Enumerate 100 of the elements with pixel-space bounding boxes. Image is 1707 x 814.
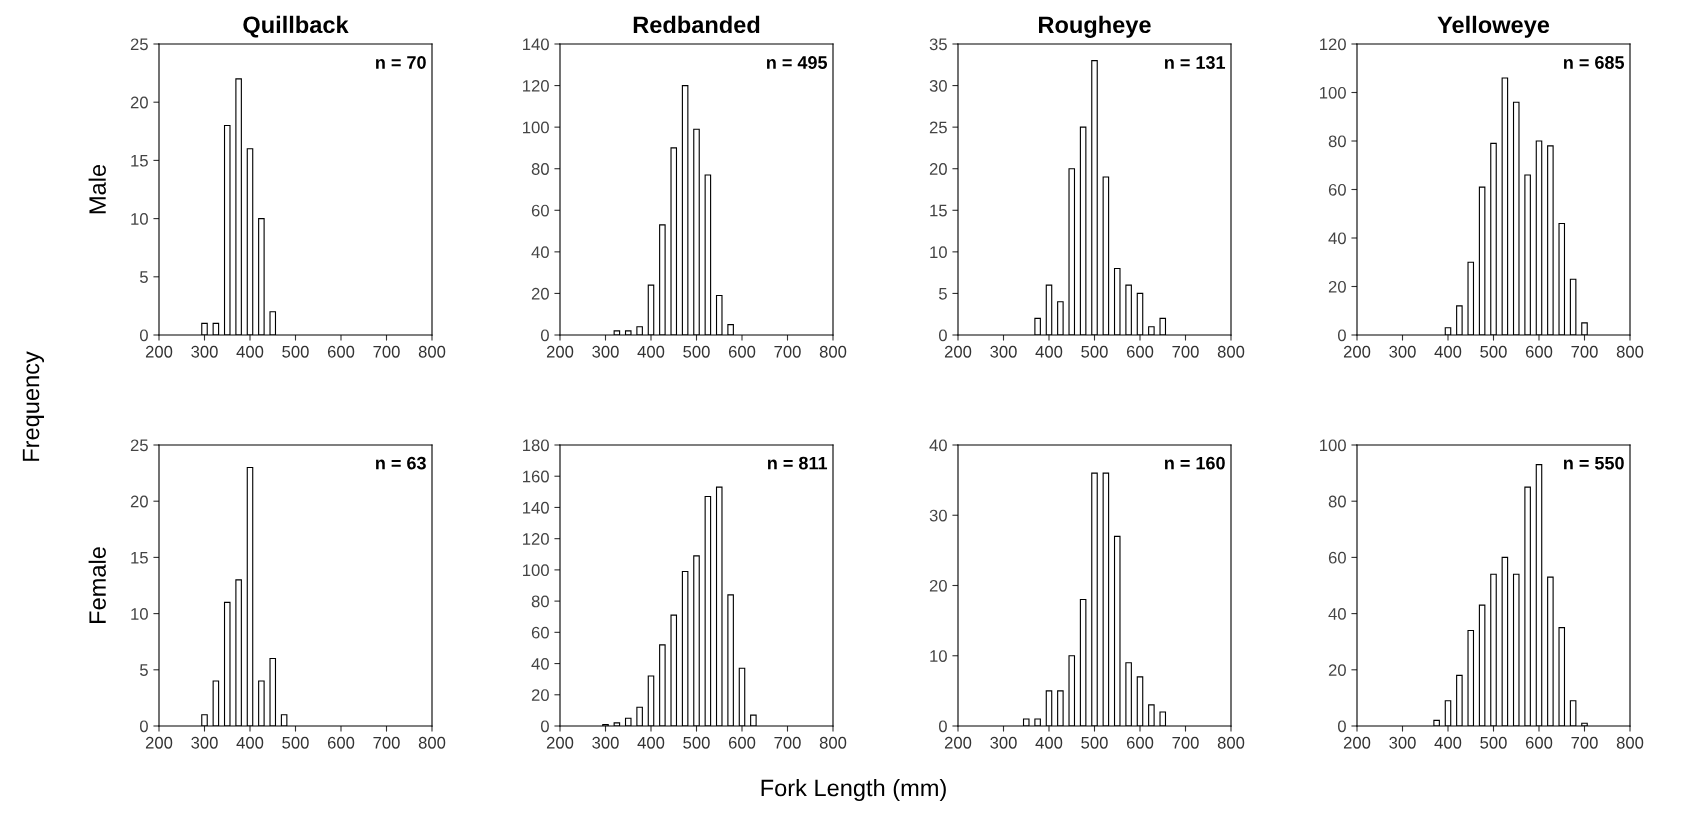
y-tick-label: 100 <box>1320 86 1346 99</box>
y-tick-label: 30 <box>929 509 947 522</box>
y-tick-label: 180 <box>523 439 549 452</box>
x-tick-label: 200 <box>1343 345 1371 358</box>
y-tick-label: 10 <box>930 650 947 662</box>
x-tick-label: 700 <box>1571 736 1598 749</box>
y-tick-label: 100 <box>1320 439 1346 452</box>
annotation: n = 131 <box>1165 56 1226 69</box>
y-axis-title: Male <box>88 164 106 214</box>
x-tick-label: 600 <box>728 736 756 749</box>
y-tick-label: 40 <box>1328 608 1346 620</box>
y-tick-label: 10 <box>131 608 148 620</box>
y-tick-label: 0 <box>139 329 148 342</box>
x-tick-label: 400 <box>1434 345 1462 358</box>
x-tick-label: 800 <box>1616 345 1644 358</box>
y-tick-label: 30 <box>929 79 947 92</box>
annotation: n = 70 <box>376 56 426 69</box>
x-tick-label: 400 <box>1035 345 1063 358</box>
y-tick-label: 140 <box>523 501 549 514</box>
chart-title: Rougheye <box>1039 15 1151 38</box>
y-tick-label: 120 <box>523 79 549 92</box>
x-tick-label: 600 <box>327 736 355 749</box>
y-tick-label: 80 <box>531 163 549 175</box>
y-tick-label: 100 <box>523 564 549 577</box>
x-tick-label: 800 <box>1217 345 1245 358</box>
y-tick-label: 20 <box>130 495 148 508</box>
y-tick-label: 80 <box>1328 135 1346 148</box>
y-tick-label: 120 <box>1320 38 1346 51</box>
y-tick-label: 0 <box>1337 329 1346 342</box>
x-tick-label: 300 <box>592 736 619 749</box>
annotation: n = 685 <box>1564 56 1625 69</box>
y-axis-title: Female <box>88 547 106 623</box>
y-tick-label: 15 <box>131 551 148 564</box>
x-tick-label: 300 <box>592 345 619 358</box>
x-tick-label: 300 <box>1389 345 1416 358</box>
y-tick-label: 20 <box>531 689 549 701</box>
y-tick-label: 10 <box>930 246 947 259</box>
x-tick-label: 300 <box>191 345 218 358</box>
y-tick-label: 20 <box>130 96 148 109</box>
y-tick-label: 60 <box>531 204 549 217</box>
y-tick-label: 0 <box>1337 720 1346 733</box>
x-tick-label: 700 <box>1571 345 1598 358</box>
y-tick-label: 15 <box>930 204 947 217</box>
x-tick-label: 500 <box>683 345 710 358</box>
x-tick-label: 600 <box>1126 345 1154 358</box>
x-tick-label: 400 <box>1035 736 1063 749</box>
y-tick-label: 80 <box>531 595 549 608</box>
chart-title: Redbanded <box>633 15 760 34</box>
annotation: n = 495 <box>767 56 828 69</box>
y-tick-label: 100 <box>523 121 549 134</box>
x-tick-label: 200 <box>546 345 574 358</box>
y-tick-label: 140 <box>523 38 549 51</box>
x-tick-label: 400 <box>637 736 665 749</box>
x-tick-label: 200 <box>145 736 173 749</box>
y-tick-label: 0 <box>540 720 549 733</box>
y-tick-label: 160 <box>523 470 549 483</box>
x-tick-label: 700 <box>373 345 400 358</box>
y-tick-label: 15 <box>131 154 148 167</box>
y-tick-label: 0 <box>938 329 947 342</box>
y-tick-label: 25 <box>929 121 947 134</box>
y-tick-label: 40 <box>531 657 549 670</box>
x-tick-label: 800 <box>819 736 847 749</box>
x-tick-label: 400 <box>637 345 665 358</box>
x-tick-label: 500 <box>1081 345 1108 358</box>
x-tick-label: 400 <box>236 736 264 749</box>
x-tick-label: 500 <box>282 345 309 358</box>
x-tick-label: 600 <box>327 345 355 358</box>
x-tick-label: 700 <box>373 736 400 749</box>
y-tick-label: 25 <box>130 38 148 51</box>
annotation: n = 811 <box>768 456 828 470</box>
x-tick-label: 600 <box>1126 736 1154 749</box>
y-tick-label: 60 <box>531 626 549 639</box>
x-tick-label: 300 <box>990 736 1017 749</box>
x-tick-label: 800 <box>1616 736 1644 749</box>
x-tick-label: 700 <box>774 736 801 749</box>
x-tick-label: 700 <box>774 345 801 358</box>
x-tick-label: 200 <box>145 345 173 358</box>
y-tick-label: 20 <box>531 287 549 300</box>
x-tick-label: 700 <box>1172 736 1199 749</box>
x-tick-label: 400 <box>1434 736 1462 749</box>
x-tick-label: 700 <box>1172 345 1199 358</box>
x-tick-label: 500 <box>1480 345 1507 358</box>
annotation: n = 160 <box>1165 456 1225 470</box>
y-tick-label: 0 <box>139 720 148 733</box>
x-tick-label: 600 <box>728 345 756 358</box>
x-tick-label: 800 <box>418 736 446 749</box>
x-tick-label: 500 <box>683 736 710 749</box>
y-tick-label: 0 <box>540 329 549 342</box>
x-tick-label: 200 <box>944 736 972 749</box>
y-tick-label: 5 <box>139 664 148 676</box>
x-tick-label: 500 <box>1081 736 1108 749</box>
x-tick-label: 500 <box>282 736 309 749</box>
x-tick-label: 200 <box>1343 736 1371 749</box>
x-tick-label: 300 <box>191 736 218 749</box>
y-tick-label: 20 <box>929 163 947 175</box>
y-tick-label: 20 <box>1328 664 1346 676</box>
text: Frequency <box>22 351 44 461</box>
y-tick-label: 5 <box>938 288 947 300</box>
y-tick-label: 10 <box>131 213 148 225</box>
x-tick-label: 800 <box>418 345 446 358</box>
